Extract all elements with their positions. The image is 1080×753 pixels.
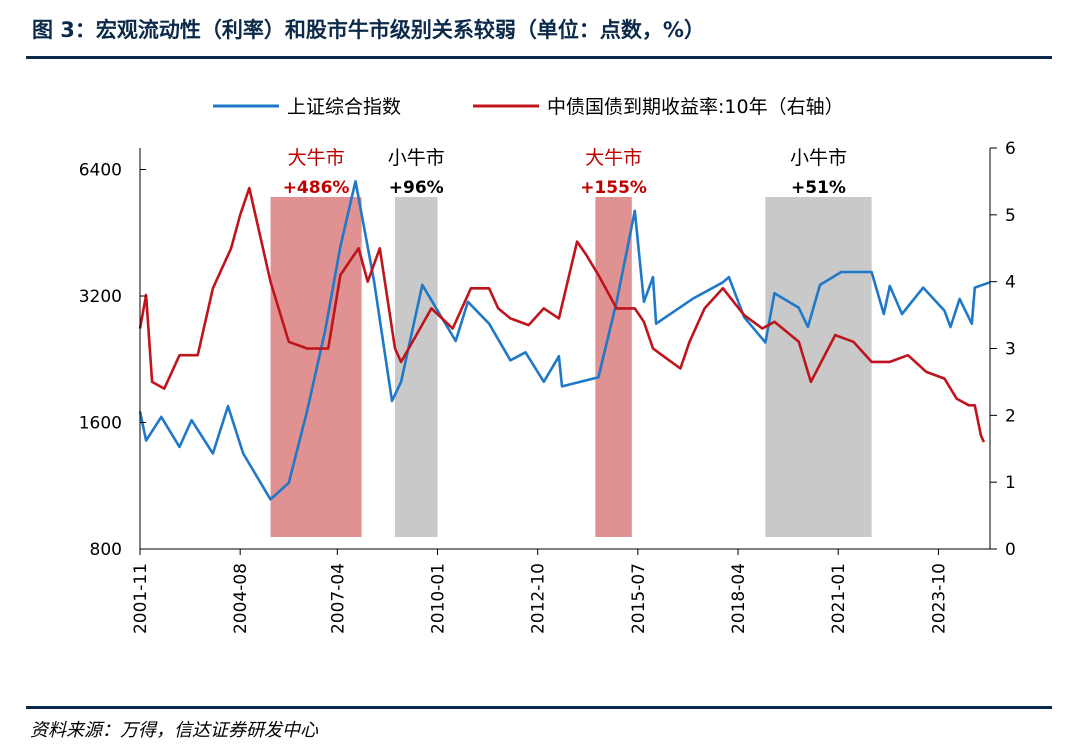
x-tick-label: 2012-10: [529, 563, 549, 634]
title-rule: [26, 56, 1052, 59]
y-right-tick-label: 5: [1005, 206, 1016, 226]
band-label: 大牛市: [585, 147, 642, 169]
band-gain-label: +51%: [791, 178, 846, 198]
source-note: 资料来源：万得，信达证券研发中心: [30, 720, 318, 741]
band-gain-label: +155%: [580, 178, 647, 198]
x-tick-label: 2010-01: [429, 563, 449, 634]
series-line: [138, 180, 991, 501]
x-tick-label: 2023-10: [929, 563, 949, 634]
band-label: 小牛市: [388, 147, 445, 169]
y-right-tick-label: 1: [1005, 473, 1016, 493]
series-line: [138, 186, 986, 443]
y-right-tick-label: 2: [1005, 406, 1016, 426]
band-gain-label: +486%: [283, 178, 350, 198]
y-right-tick-label: 0: [1005, 540, 1016, 560]
y-left-tick-label: 800: [90, 540, 122, 560]
band-label: 大牛市: [288, 147, 345, 169]
y-left-tick-label: 6400: [79, 160, 122, 180]
y-right-tick-label: 3: [1005, 340, 1016, 360]
figure-title: 图 3：宏观流动性（利率）和股市牛市级别关系较弱（单位：点数，%）: [32, 18, 705, 42]
y-right-tick-label: 4: [1005, 273, 1016, 293]
line-chart: 大牛市+486%小牛市+96%大牛市+155%小牛市+51%8001600320…: [79, 96, 1016, 634]
y-left-tick-label: 1600: [79, 413, 122, 433]
legend-label: 中债国债到期收益率:10年（右轴）: [547, 96, 844, 118]
footer-rule: [26, 706, 1052, 709]
y-right-tick-label: 6: [1005, 139, 1016, 159]
x-tick-label: 2015-07: [629, 563, 649, 634]
bull-band: [395, 197, 438, 537]
x-tick-label: 2001-11: [131, 563, 151, 634]
legend-label: 上证综合指数: [287, 96, 401, 118]
x-tick-label: 2004-08: [231, 563, 251, 634]
x-tick-label: 2018-04: [729, 563, 749, 634]
y-left-tick-label: 3200: [79, 287, 122, 307]
band-label: 小牛市: [790, 147, 847, 169]
x-tick-label: 2007-04: [328, 563, 348, 634]
x-tick-label: 2021-01: [829, 563, 849, 634]
band-gain-label: +96%: [389, 178, 444, 198]
